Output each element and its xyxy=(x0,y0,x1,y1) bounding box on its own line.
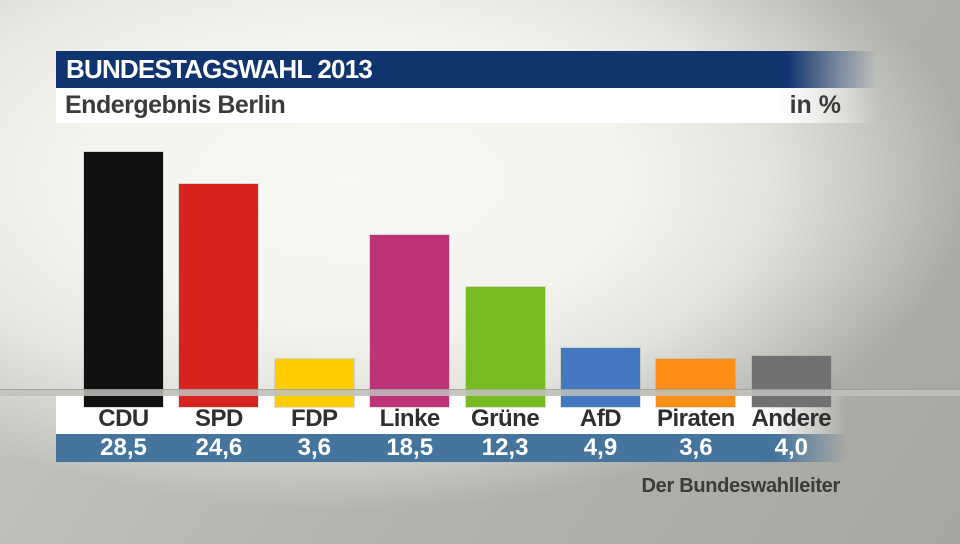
category-label-grune: Grüne xyxy=(470,405,540,432)
bar-spd xyxy=(179,184,259,407)
unit-label: in % xyxy=(789,91,841,119)
bar-cdu xyxy=(84,151,163,407)
source-credit: Der Bundeswahlleiter xyxy=(641,475,840,497)
value-band xyxy=(56,434,848,462)
category-label-linke: Linke xyxy=(379,405,441,432)
bar-afd xyxy=(561,348,640,407)
value-label-spd: 24,6 xyxy=(195,434,243,461)
category-label-fdp: FDP xyxy=(291,405,338,432)
chart-subtitle: Endergebnis Berlin xyxy=(65,91,286,119)
header-bar: BUNDESTAGSWAHL 2013 xyxy=(56,51,877,88)
page-title: BUNDESTAGSWAHL 2013 xyxy=(66,54,373,84)
value-label-linke: 18,5 xyxy=(386,434,434,461)
value-label-cdu: 28,5 xyxy=(100,434,147,461)
value-label-piraten: 3,6 xyxy=(679,434,713,461)
category-label-piraten: Piraten xyxy=(656,405,735,432)
bar-grune xyxy=(465,286,545,407)
category-label-spd: SPD xyxy=(194,405,243,432)
subtitle-band: Endergebnis Berlin in % xyxy=(56,88,877,123)
bar-linke xyxy=(370,235,450,407)
value-label-grune: 12,3 xyxy=(481,434,529,461)
floor-gloss-band xyxy=(0,389,960,396)
value-label-afd: 4,9 xyxy=(583,434,618,461)
bar-andere xyxy=(751,355,831,407)
category-label-afd: AfD xyxy=(579,405,622,432)
bar-piraten xyxy=(656,359,736,407)
value-label-andere: 4,0 xyxy=(774,434,808,461)
category-label-cdu: CDU xyxy=(98,405,149,432)
category-label-andere: Andere xyxy=(751,405,832,432)
value-label-fdp: 3,6 xyxy=(297,434,331,461)
bar-fdp xyxy=(274,359,354,407)
